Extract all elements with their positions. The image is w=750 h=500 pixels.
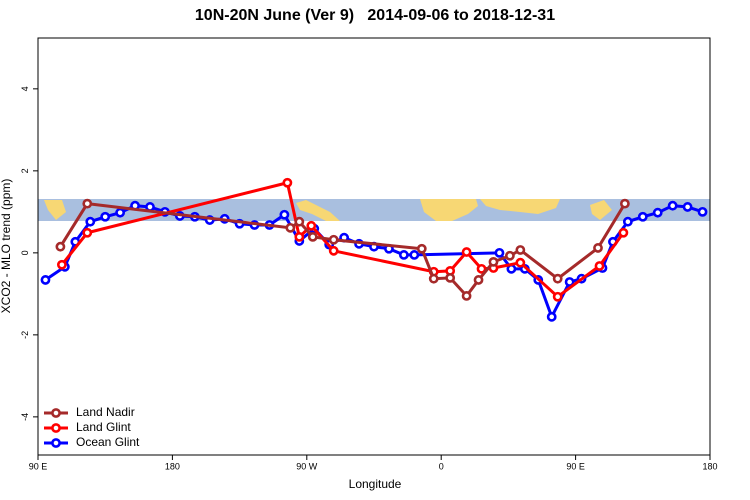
data-point — [564, 277, 575, 287]
data-point — [504, 250, 515, 261]
data-point — [594, 261, 605, 271]
data-point — [682, 202, 693, 212]
chart-title: 10N-20N June (Ver 9) 2014-09-06 to 2018-… — [195, 7, 555, 24]
data-point — [294, 231, 305, 242]
data-point — [667, 200, 678, 211]
x-tick-label: 90 E — [29, 461, 48, 471]
y-tick-label: 4 — [20, 86, 30, 91]
plot-frame — [37, 37, 711, 456]
data-point — [515, 245, 526, 255]
data-point — [82, 227, 93, 238]
data-point — [552, 273, 563, 284]
legend-marker — [51, 423, 61, 433]
data-point — [428, 273, 439, 284]
data-point — [82, 198, 93, 209]
data-point — [282, 177, 293, 188]
data-point — [622, 216, 633, 227]
data-point — [618, 227, 629, 238]
y-tick-label: 0 — [20, 250, 30, 255]
data-point — [115, 207, 126, 218]
data-point — [697, 206, 708, 217]
data-point — [546, 311, 557, 322]
data-point — [552, 291, 563, 302]
x-tick-label: 90 E — [566, 461, 585, 471]
data-point — [56, 259, 67, 270]
data-point — [85, 216, 96, 227]
legend-marker — [51, 438, 61, 448]
data-point — [328, 234, 339, 245]
data-point — [307, 231, 318, 242]
y-tick-label: 2 — [20, 168, 30, 173]
data-point — [306, 220, 317, 231]
data-point — [398, 250, 409, 260]
data-point — [100, 211, 111, 222]
data-point — [445, 272, 456, 283]
x-tick-label: 180 — [702, 461, 717, 471]
data-point — [473, 275, 484, 285]
legend-label: Ocean Glint — [76, 435, 140, 449]
data-point — [619, 198, 630, 209]
data-point — [494, 247, 505, 258]
data-point — [476, 263, 487, 274]
data-point — [515, 257, 526, 268]
data-point — [488, 256, 499, 267]
data-point — [40, 275, 51, 285]
data-point — [328, 245, 339, 256]
data-point — [461, 247, 472, 257]
data-point — [416, 243, 427, 254]
legend-label: Land Nadir — [76, 405, 135, 419]
legend-label: Land Glint — [76, 420, 131, 434]
data-point — [652, 207, 663, 218]
y-tick-label: -2 — [20, 331, 30, 339]
data-point — [285, 222, 296, 233]
data-point — [637, 211, 648, 222]
data-point — [279, 209, 290, 220]
data-point — [593, 243, 603, 253]
data-point — [294, 216, 305, 227]
x-tick-label: 90 W — [296, 461, 318, 471]
y-tick-label: -4 — [20, 413, 30, 421]
x-tick-label: 0 — [439, 461, 444, 471]
data-point — [55, 241, 66, 252]
y-axis-title: XCO2 - MLO trend (ppm) — [0, 179, 13, 314]
x-tick-label: 180 — [165, 461, 180, 471]
legend-marker — [51, 408, 61, 418]
data-point — [409, 250, 420, 260]
data-point — [461, 291, 472, 301]
x-axis-title: Longitude — [349, 477, 402, 491]
